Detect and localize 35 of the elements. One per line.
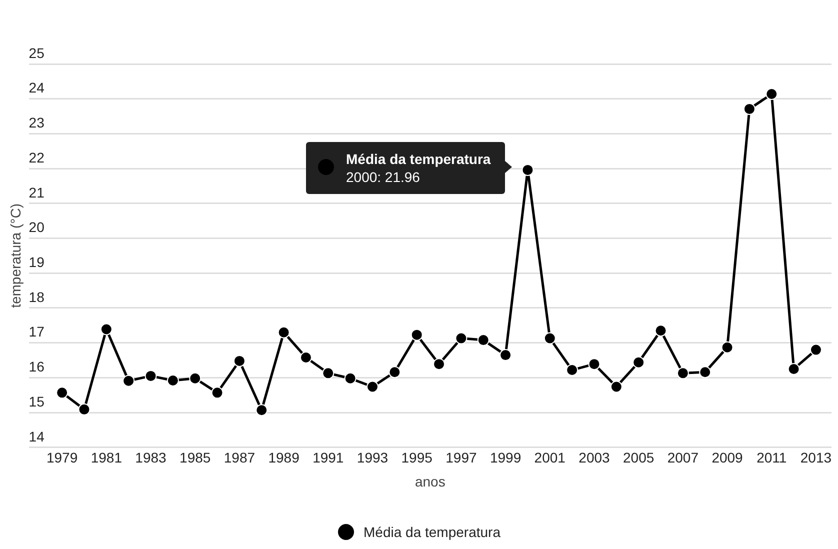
- y-tick-label: 18: [28, 288, 45, 305]
- y-tick-label: 23: [28, 114, 45, 131]
- x-tick-label: 1987: [224, 450, 256, 466]
- y-tick-label: 20: [28, 219, 45, 236]
- y-tick-label: 25: [28, 44, 45, 61]
- x-tick-label: 1979: [46, 450, 78, 466]
- x-tick-label: 1991: [312, 450, 344, 466]
- x-tick-label: 1983: [135, 450, 167, 466]
- x-tick-label: 1999: [490, 450, 522, 466]
- x-tick-label: 2007: [667, 450, 699, 466]
- y-tick-label: 16: [28, 358, 45, 375]
- x-tick-label: 2001: [534, 450, 566, 466]
- annotation: 2000: 21.96: [346, 168, 421, 186]
- x-tick-label: 1997: [446, 450, 477, 466]
- y-axis-title: temperatura (°C): [7, 203, 24, 308]
- x-tick-label: 1985: [180, 450, 211, 466]
- x-tick-label: 2009: [712, 450, 744, 466]
- y-tick-label: 19: [28, 254, 45, 270]
- y-tick-label: 15: [28, 393, 45, 410]
- x-tick-label: 2005: [623, 450, 654, 466]
- x-tick-label: 1981: [90, 450, 122, 466]
- annotation: Média da temperatura: [346, 150, 491, 168]
- y-tick-label: 24: [28, 80, 45, 96]
- y-tick-label: 17: [28, 324, 45, 340]
- x-tick-label: 1995: [401, 450, 433, 466]
- x-axis-title: anos: [414, 473, 446, 490]
- x-tick-label: 2013: [800, 450, 832, 466]
- x-tick-label: 2003: [578, 450, 610, 466]
- y-tick-label: 14: [28, 428, 45, 444]
- x-tick-label: 1993: [356, 450, 388, 466]
- y-tick-label: 22: [28, 149, 45, 166]
- x-tick-label: 1989: [268, 450, 300, 466]
- y-tick-label: 21: [28, 184, 45, 200]
- x-tick-label: 2011: [756, 450, 787, 466]
- legend-label: Média da temperatura: [364, 524, 500, 540]
